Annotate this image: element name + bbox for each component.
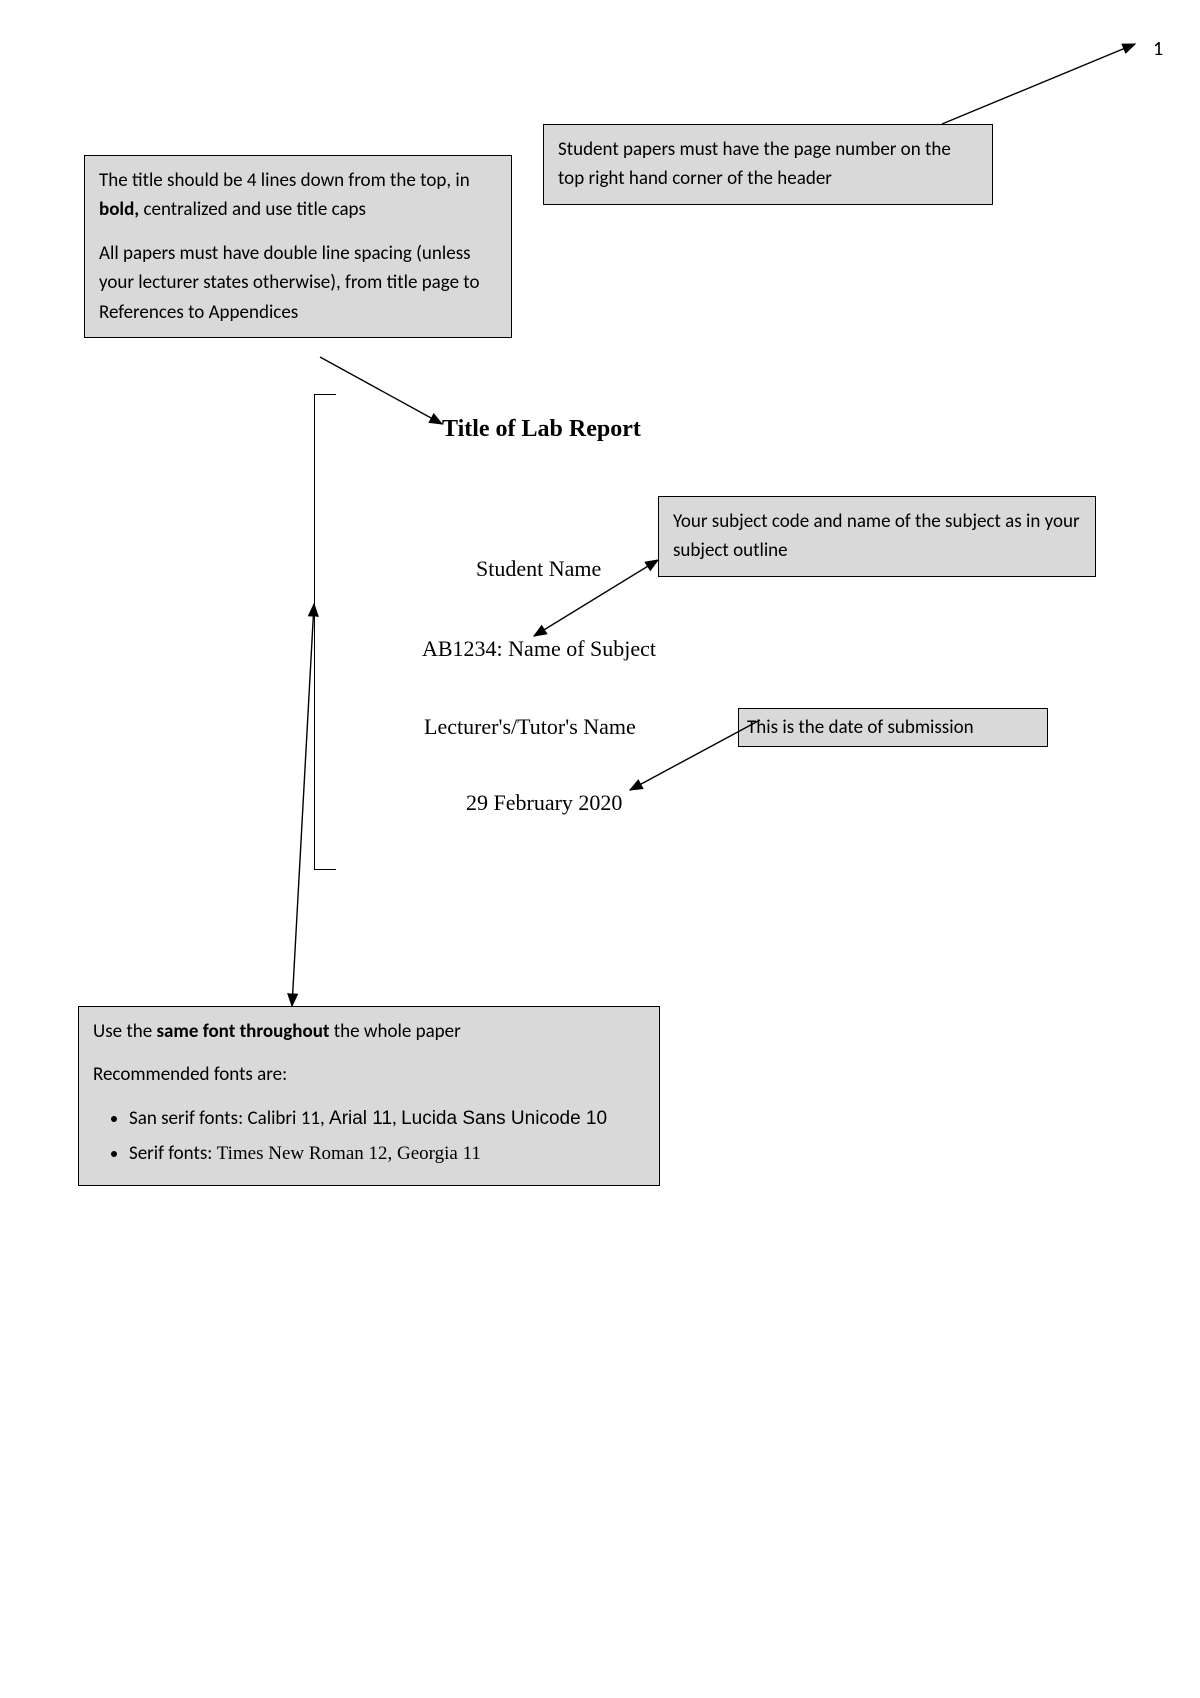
page-number: 1 [1153, 37, 1163, 61]
callout-title-p1-post: centralized and use title caps [139, 198, 366, 221]
callout-font: Use the same font throughout the whole p… [78, 1006, 660, 1186]
callout-page-number-text: Student papers must have the page number… [558, 135, 978, 194]
callout-title-p2: All papers must have double line spacing… [99, 239, 497, 327]
bullet1-label: San serif fonts: [129, 1107, 247, 1130]
callout-font-p1-post: the whole paper [330, 1020, 461, 1043]
callout-subject: Your subject code and name of the subjec… [658, 496, 1096, 577]
bullet1-calibri: Calibri 11 [247, 1107, 319, 1130]
doc-student-name: Student Name [476, 556, 601, 582]
doc-date: 29 February 2020 [466, 790, 622, 816]
doc-lecturer: Lecturer's/Tutor's Name [424, 714, 636, 740]
callout-font-p1-bold: same font throughout [156, 1020, 329, 1043]
bullet2-fonts: Times New Roman 12, Georgia 11 [217, 1143, 481, 1164]
callout-font-p2: Recommended fonts are: [93, 1060, 645, 1089]
callout-title-p1-pre: The title should be 4 lines down from th… [99, 169, 470, 192]
bullet1-lucida: Lucida Sans Unicode 10 [401, 1108, 607, 1129]
callout-title-p1: The title should be 4 lines down from th… [99, 166, 497, 225]
bracket [314, 394, 336, 870]
callout-subject-text: Your subject code and name of the subjec… [673, 507, 1081, 566]
callout-date-text: This is the date of submission [747, 713, 1039, 742]
bullet1-arial: Arial 11 [329, 1108, 392, 1129]
callout-font-p1-pre: Use the [93, 1020, 156, 1043]
callout-title-p1-bold: bold, [99, 198, 139, 221]
bullet2-label: Serif fonts: [129, 1142, 217, 1165]
callout-date: This is the date of submission [738, 708, 1048, 747]
doc-title: Title of Lab Report [442, 416, 641, 443]
callout-title: The title should be 4 lines down from th… [84, 155, 512, 338]
callout-font-bullet1: San serif fonts: Calibri 11, Arial 11, L… [129, 1104, 645, 1133]
doc-subject: AB1234: Name of Subject [422, 636, 656, 662]
callout-font-list: San serif fonts: Calibri 11, Arial 11, L… [93, 1104, 645, 1169]
callout-page-number: Student papers must have the page number… [543, 124, 993, 205]
callout-font-p1: Use the same font throughout the whole p… [93, 1017, 645, 1046]
callout-font-bullet2: Serif fonts: Times New Roman 12, Georgia… [129, 1139, 645, 1168]
